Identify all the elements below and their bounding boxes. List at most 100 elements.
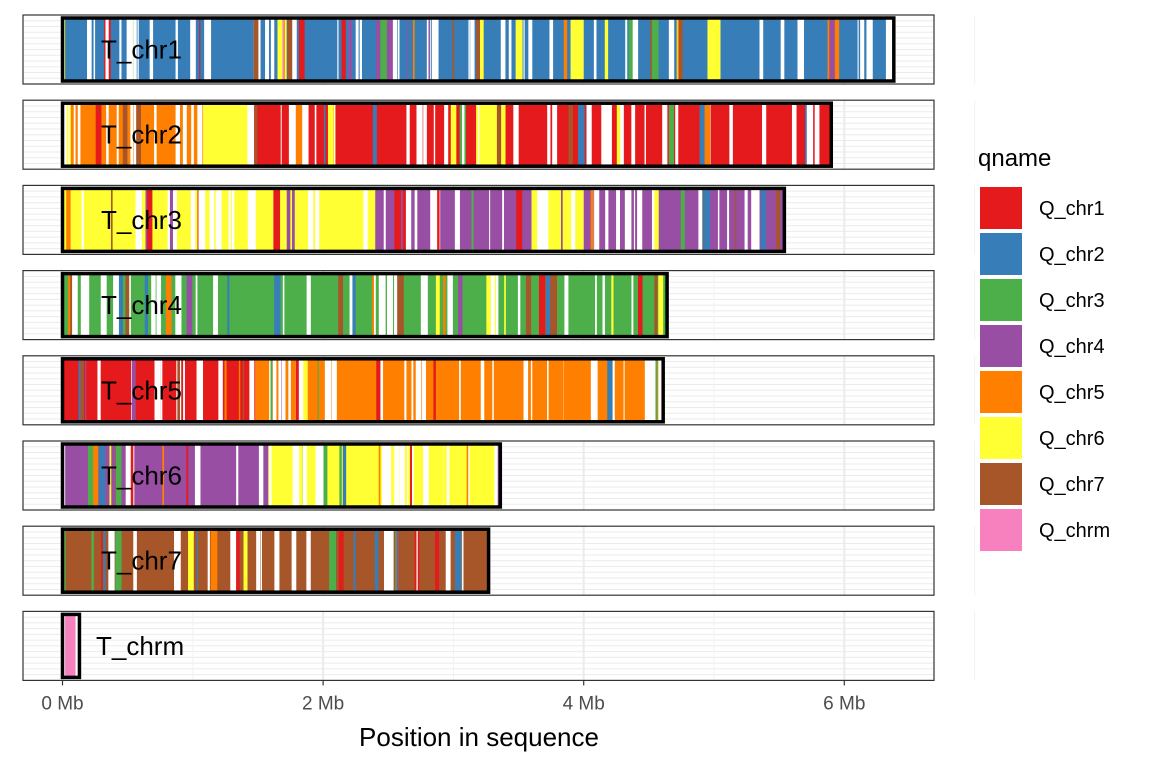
stripe: [515, 18, 523, 81]
stripe: [833, 18, 840, 81]
stripe: [295, 103, 303, 167]
chromosome-label: T_chr2: [101, 120, 182, 150]
stripe: [595, 273, 597, 337]
stripe: [430, 188, 438, 252]
stripe: [306, 529, 311, 593]
stripe: [601, 103, 607, 167]
stripe: [204, 18, 212, 81]
chromosome-outline: [60, 357, 665, 424]
panel-border: [22, 355, 935, 426]
stripe: [301, 358, 308, 422]
stripe: [494, 103, 497, 167]
stripe: [323, 444, 328, 507]
stripe: [315, 188, 318, 252]
stripe: [93, 444, 99, 507]
stripe: [502, 188, 504, 252]
chromosome-outline: [60, 101, 834, 168]
stripe: [359, 18, 362, 81]
stripe: [339, 444, 342, 507]
stripe: [192, 529, 198, 593]
stripe: [103, 529, 106, 593]
segment-Q_chr1: [505, 103, 832, 167]
stripe: [132, 444, 135, 507]
stripe: [292, 444, 299, 507]
stripe: [243, 529, 248, 593]
stripe: [704, 103, 711, 167]
stripe: [760, 188, 766, 252]
stripe: [612, 358, 615, 422]
stripe: [590, 188, 594, 252]
stripe: [431, 18, 439, 81]
stripe: [654, 188, 659, 252]
legend-label: Q_chr5: [1039, 382, 1105, 404]
stripe: [80, 358, 84, 422]
stripe: [315, 444, 323, 507]
stripe: [461, 529, 464, 593]
panel-border: [22, 99, 935, 170]
stripe: [367, 529, 372, 593]
stripe: [207, 529, 210, 593]
stripe: [186, 444, 189, 507]
stripe: [372, 103, 377, 167]
stripe: [128, 444, 134, 507]
stripe: [814, 103, 820, 167]
stripe: [404, 358, 407, 422]
stripe: [517, 273, 520, 337]
stripe: [196, 529, 199, 593]
stripe: [391, 18, 398, 81]
segment-Q_chr6: [707, 18, 721, 81]
stripe: [611, 273, 614, 337]
stripe: [577, 103, 585, 167]
stripe: [727, 188, 730, 252]
stripe: [101, 529, 103, 593]
stripe: [306, 273, 311, 337]
stripe: [394, 444, 400, 507]
stripe: [282, 273, 285, 337]
stripe: [87, 18, 92, 81]
stripe: [66, 188, 71, 252]
stripe: [108, 529, 115, 593]
stripe: [751, 188, 758, 252]
stripe: [317, 358, 319, 422]
stripe: [338, 529, 344, 593]
stripe: [605, 188, 609, 252]
stripe: [194, 444, 201, 507]
stripe: [604, 18, 609, 81]
x-tick-label: 0 Mb: [41, 693, 83, 714]
stripe: [135, 188, 142, 252]
stripe: [420, 273, 428, 337]
stripe: [470, 18, 475, 81]
stripe: [586, 103, 592, 167]
stripe: [165, 273, 172, 337]
stripe: [380, 18, 387, 81]
stripe: [380, 358, 384, 422]
stripe: [622, 103, 624, 167]
stripe: [68, 103, 70, 167]
stripe: [504, 273, 506, 337]
panel-T_chr5: T_chr5: [22, 355, 976, 426]
stripe: [373, 273, 376, 337]
stripe: [190, 188, 193, 252]
stripe: [515, 103, 519, 167]
stripe: [678, 18, 683, 81]
stripe: [174, 529, 181, 593]
stripe: [564, 273, 569, 337]
stripe: [100, 273, 107, 337]
stripe: [282, 18, 284, 81]
stripe: [525, 273, 532, 337]
stripe: [68, 273, 71, 337]
stripe: [242, 358, 245, 422]
segment-Q_chr2: [65, 18, 278, 81]
stripe: [477, 103, 480, 167]
stripe: [287, 18, 293, 81]
stripe: [607, 358, 613, 422]
stripe: [495, 103, 502, 167]
stripe: [447, 273, 453, 337]
stripe: [265, 18, 267, 81]
stripe: [349, 273, 354, 337]
stripe: [797, 18, 802, 81]
stripe: [175, 273, 182, 337]
stripe: [249, 188, 256, 252]
stripe: [248, 103, 251, 167]
